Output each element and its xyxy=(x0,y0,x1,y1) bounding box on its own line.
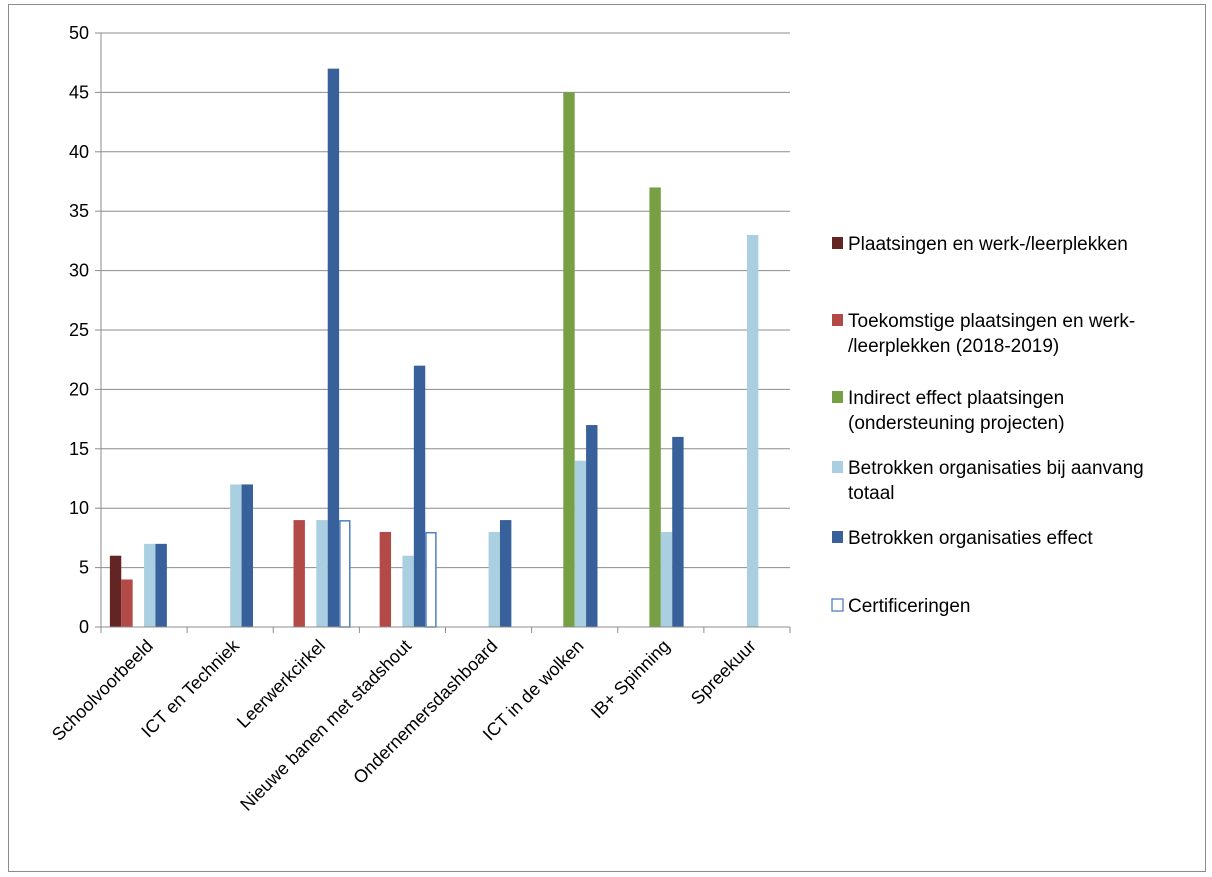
bar xyxy=(660,531,673,627)
bar xyxy=(230,484,242,627)
bar xyxy=(316,520,328,627)
bar xyxy=(746,234,759,627)
x-tick-label: Ondernemersdashboard xyxy=(349,636,501,788)
x-tick-label: IB+ Spinning xyxy=(587,636,674,723)
legend-label: Indirect effect plaatsingen xyxy=(848,388,1064,409)
y-tick-label: 5 xyxy=(79,558,89,578)
legend-item: Certificeringen xyxy=(831,596,971,617)
legend-label: Toekomstige plaatsingen en werk- xyxy=(848,311,1135,332)
bar xyxy=(121,579,133,627)
bar xyxy=(293,520,305,627)
legend: Plaatsingen en werk-/leerplekken Toekomst… xyxy=(831,234,1144,617)
legend-item: Betrokken organisaties bij aanvang totaal xyxy=(832,458,1144,504)
bar xyxy=(379,531,392,627)
bar xyxy=(672,436,684,627)
legend-swatch xyxy=(832,314,843,326)
bar xyxy=(413,365,426,627)
legend-label: Certificeringen xyxy=(848,596,971,617)
bar xyxy=(339,520,351,628)
bar xyxy=(155,543,167,627)
x-tick-label: Nieuwe banen met stadshout xyxy=(236,636,415,815)
gridlines xyxy=(101,32,790,569)
legend-item: Indirect effect plaatsingen (ondersteunin… xyxy=(832,388,1065,434)
legend-swatch xyxy=(832,391,843,403)
y-tick-label: 25 xyxy=(69,320,89,340)
legend-label: (ondersteuning projecten) xyxy=(848,413,1065,434)
bar xyxy=(586,425,598,627)
bar xyxy=(241,484,253,627)
x-tick-label: Spreekuur xyxy=(687,636,760,709)
legend-label: Betrokken organisaties bij aanvang xyxy=(848,458,1144,479)
bar xyxy=(327,68,340,627)
legend-label: Betrokken organisaties effect xyxy=(848,528,1093,549)
y-tick-label: 10 xyxy=(69,498,89,518)
legend-label: Plaatsingen en werk-/leerplekken xyxy=(848,234,1128,255)
bar xyxy=(563,92,575,627)
legend-swatch xyxy=(832,237,843,249)
bar xyxy=(574,460,587,627)
bar xyxy=(499,520,512,627)
y-tick-label: 15 xyxy=(69,439,89,459)
legend-item: Betrokken organisaties effect xyxy=(832,528,1093,549)
y-tick-label: 35 xyxy=(69,201,89,221)
y-tick-label: 40 xyxy=(69,142,89,162)
bar xyxy=(109,555,122,627)
legend-item: Plaatsingen en werk-/leerplekken xyxy=(832,234,1128,255)
bar xyxy=(425,531,437,628)
y-tick-label: 45 xyxy=(69,82,89,102)
chart-frame xyxy=(8,4,1206,872)
bar xyxy=(649,187,661,627)
bar xyxy=(488,531,500,627)
legend-swatch xyxy=(832,461,843,473)
bars xyxy=(109,68,759,628)
y-tick-label: 30 xyxy=(69,261,89,281)
legend-item: Toekomstige plaatsingen en werk- /leerple… xyxy=(832,311,1135,357)
y-tick-label: 0 xyxy=(79,617,89,637)
legend-label: /leerplekken (2018-2019) xyxy=(848,336,1059,357)
bar xyxy=(402,555,414,627)
bar xyxy=(144,543,156,627)
legend-swatch xyxy=(831,598,844,612)
legend-label: totaal xyxy=(848,483,894,504)
y-tick-label: 20 xyxy=(69,379,89,399)
y-tick-label: 50 xyxy=(69,23,89,43)
legend-swatch xyxy=(832,531,843,543)
x-tick-label: Leerwerkcirkel xyxy=(233,636,329,732)
